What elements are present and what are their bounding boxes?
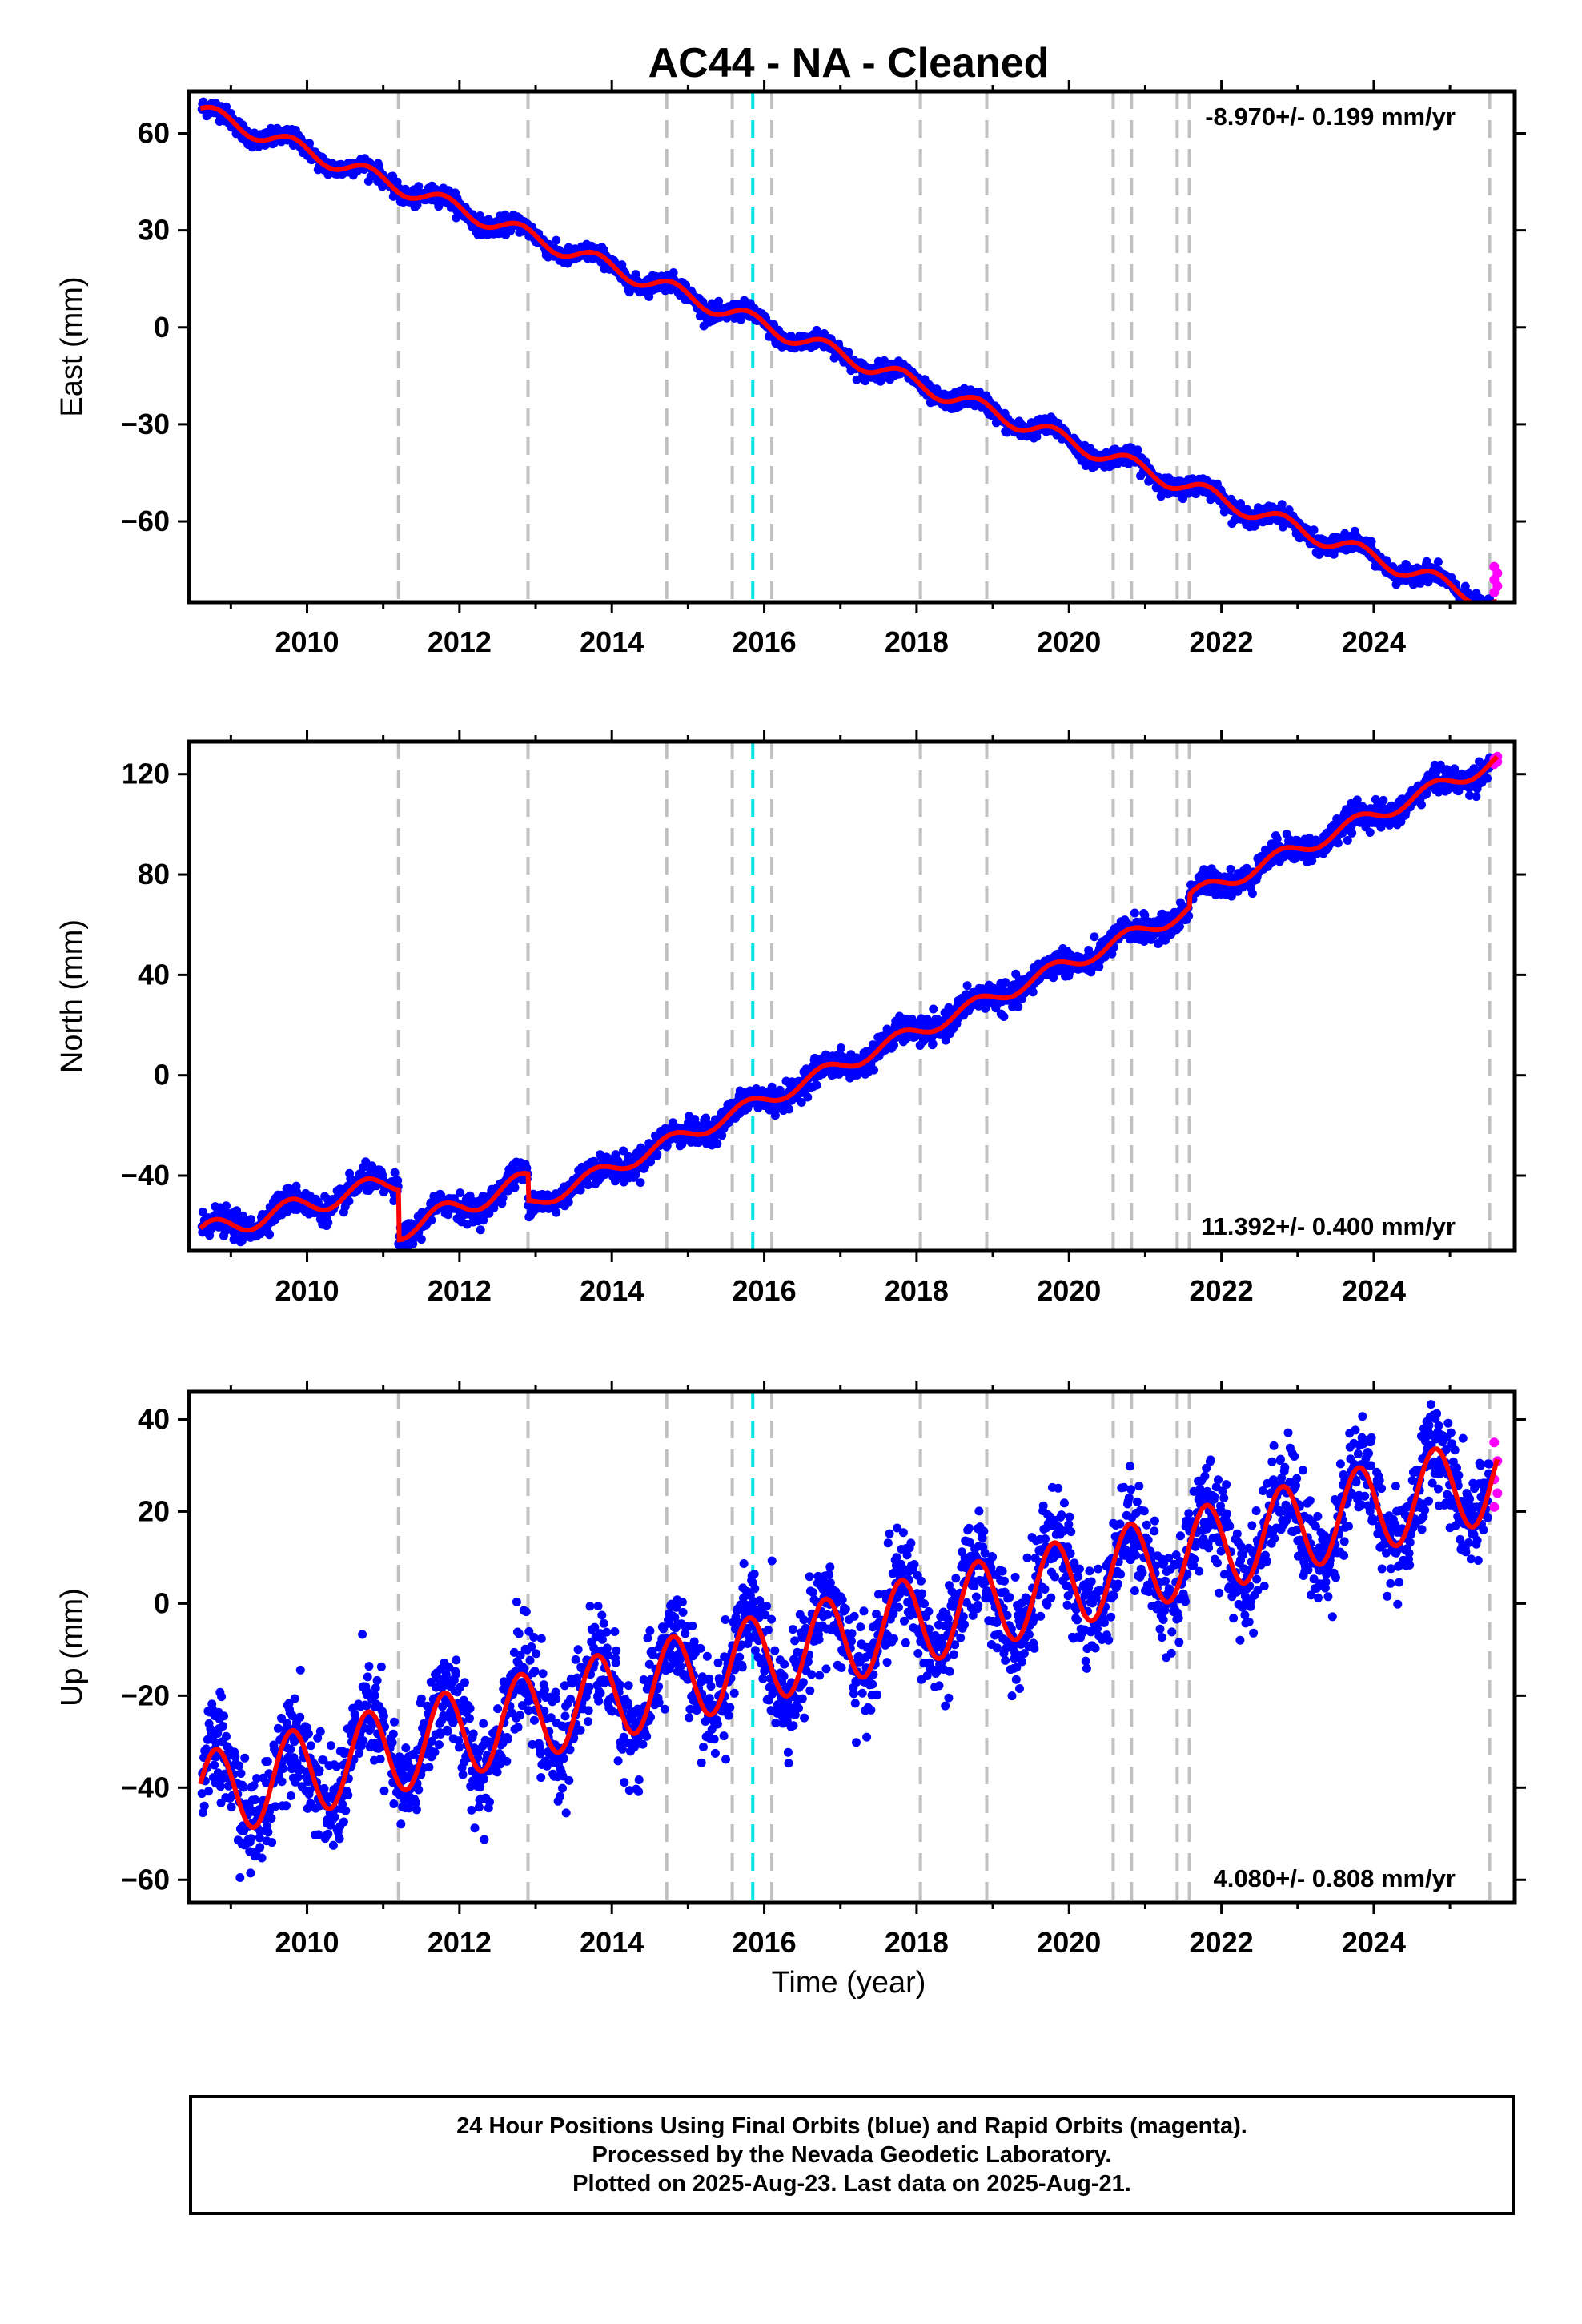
data-point: [929, 1004, 938, 1014]
x-tick-label: 2010: [275, 625, 339, 658]
y-tick-label: −60: [121, 505, 170, 537]
y-tick-label: 30: [138, 214, 170, 247]
data-point: [785, 1104, 794, 1114]
data-point: [636, 1178, 645, 1188]
data-point: [232, 1206, 242, 1216]
data-point: [1433, 557, 1443, 567]
data-point: [624, 287, 634, 297]
data-point: [456, 1188, 465, 1198]
data-point: [323, 1218, 333, 1228]
rate-label: -8.970+/- 0.199 mm/yr: [1205, 103, 1456, 131]
data-point: [552, 1208, 561, 1217]
data-point: [476, 1225, 485, 1235]
data-point: [1479, 605, 1488, 614]
rapid-point: [1489, 587, 1500, 597]
data-point: [564, 1197, 573, 1207]
data-point: [1479, 603, 1488, 612]
x-tick-label: 2012: [428, 625, 492, 658]
data-point: [962, 981, 972, 991]
data-point: [510, 1183, 520, 1192]
data-point: [1367, 537, 1376, 546]
data-point: [265, 1230, 275, 1240]
data-point: [928, 1039, 938, 1049]
data-point: [737, 315, 745, 324]
data-point: [305, 139, 315, 148]
x-tick-label: 2014: [580, 625, 644, 658]
data-point: [1247, 889, 1257, 899]
data-point: [416, 1235, 426, 1244]
data-point: [836, 1043, 845, 1052]
plot-area-north: [197, 742, 1503, 1251]
x-tick-label: 2016: [733, 625, 797, 658]
data-point: [1226, 864, 1235, 874]
data-point: [889, 1040, 898, 1050]
data-point: [714, 296, 724, 306]
x-tick-label: 2018: [885, 625, 949, 658]
chart-title: AC44 - NA - Cleaned: [648, 40, 1050, 86]
data-point: [1460, 581, 1470, 591]
y-tick-label: 60: [138, 116, 170, 149]
data-point: [1277, 500, 1287, 509]
model-fit-line: [199, 104, 1498, 602]
panels: 60 30 0 −30 −60 2010 2012 2014 2016 2018 2020 2022 2…: [55, 80, 1526, 1959]
data-point: [1028, 987, 1038, 997]
x-tick-label: 2024: [1342, 625, 1406, 658]
panel-east: 60 30 0 −30 −60 2010 2012 2014 2016 2018 2020 2022 2…: [55, 80, 1526, 658]
data-point: [1133, 445, 1142, 455]
plot-area-east: [197, 91, 1503, 614]
final-orbit-points: [197, 753, 1495, 1251]
data-point: [198, 1207, 207, 1216]
data-point: [434, 202, 444, 211]
data-point: [869, 1065, 878, 1075]
data-point: [1309, 525, 1319, 535]
data-point: [669, 268, 678, 277]
y-tick-label: −30: [121, 408, 170, 440]
y-axis-label: East (mm): [55, 276, 89, 416]
x-tick-label: 2020: [1037, 625, 1101, 658]
data-point: [713, 1139, 722, 1148]
data-point: [1090, 932, 1099, 942]
data-point: [1130, 908, 1139, 918]
data-point: [812, 1080, 821, 1090]
data-point: [222, 1201, 231, 1211]
data-point: [1014, 1002, 1023, 1011]
data-point: [552, 235, 561, 245]
data-point: [999, 1012, 1009, 1021]
data-point: [803, 1092, 813, 1102]
plot-frame: [187, 89, 1517, 605]
x-tick-label: 2022: [1190, 625, 1254, 658]
data-point: [414, 182, 424, 191]
data-point: [390, 1168, 400, 1177]
data-point: [246, 1215, 255, 1224]
rapid-orbit-points: [1489, 561, 1503, 597]
y-tick-label: 0: [154, 311, 170, 344]
data-point: [1483, 604, 1492, 613]
data-point: [852, 375, 861, 384]
